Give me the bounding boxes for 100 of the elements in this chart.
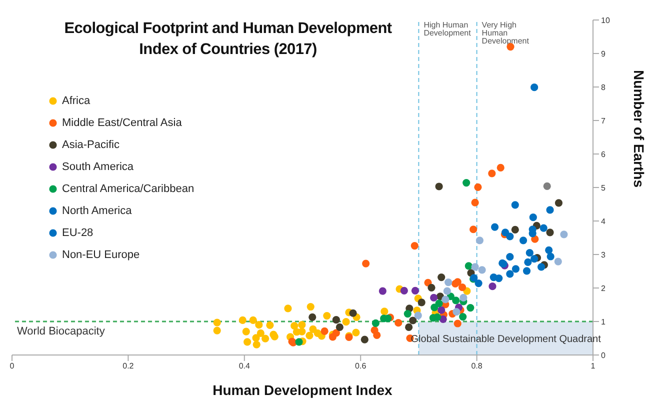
- point: [342, 318, 350, 326]
- point: [418, 298, 426, 306]
- legend-label: Middle East/Central Asia: [62, 117, 182, 129]
- x-tick-label: 0.6: [355, 362, 367, 371]
- point: [320, 327, 328, 336]
- point: [545, 246, 553, 254]
- y-tick-label: 4: [601, 216, 606, 226]
- point: [464, 262, 472, 270]
- point: [526, 249, 534, 257]
- point: [332, 316, 340, 324]
- point: [530, 84, 538, 92]
- point: [529, 214, 537, 222]
- point: [438, 306, 446, 314]
- point: [452, 308, 460, 316]
- y-tick-label: 1: [601, 317, 606, 326]
- point: [249, 316, 257, 324]
- point: [409, 316, 417, 324]
- point: [496, 164, 504, 172]
- y-tick-label: 5: [601, 183, 606, 192]
- point: [443, 287, 451, 295]
- point: [546, 252, 554, 260]
- point: [435, 300, 443, 308]
- y-tick-label: 7: [601, 116, 606, 126]
- point: [349, 309, 357, 317]
- point: [531, 235, 539, 243]
- point: [546, 206, 554, 214]
- point: [332, 329, 340, 337]
- point: [428, 284, 436, 292]
- point: [405, 323, 413, 331]
- point: [411, 286, 420, 294]
- point: [478, 266, 486, 274]
- point: [295, 338, 303, 346]
- point: [252, 334, 260, 342]
- point: [512, 265, 520, 273]
- point: [511, 201, 519, 209]
- y-tick-label: 10: [601, 16, 610, 25]
- y-axis-title: Number of Earths: [631, 70, 648, 188]
- point: [476, 236, 484, 244]
- point: [306, 302, 314, 311]
- point: [430, 294, 438, 302]
- point: [546, 228, 554, 236]
- point: [213, 318, 221, 326]
- point: [459, 313, 467, 321]
- point: [430, 304, 438, 312]
- point: [414, 312, 422, 320]
- point: [323, 312, 331, 320]
- x-axis-title: Human Development Index: [212, 382, 393, 398]
- point: [491, 223, 499, 231]
- point: [540, 224, 548, 232]
- legend-label: Asia-Pacific: [62, 139, 120, 151]
- point: [362, 260, 370, 268]
- y-tick-label: 8: [601, 82, 606, 92]
- point: [522, 267, 531, 275]
- point: [460, 294, 468, 302]
- point: [519, 236, 528, 244]
- point: [438, 273, 446, 282]
- point: [506, 232, 514, 240]
- point: [474, 280, 482, 288]
- point: [524, 258, 532, 266]
- point: [308, 313, 316, 321]
- point: [470, 226, 478, 234]
- legend-label: Central America/Caribbean: [62, 183, 194, 195]
- y-tick-label: 0: [601, 350, 606, 360]
- x-tick-label: 0.4: [238, 362, 251, 371]
- point: [506, 253, 514, 261]
- ref-line-label: Very High Human Development: [482, 20, 530, 46]
- point: [471, 198, 479, 206]
- point: [244, 338, 252, 346]
- x-tick-label: 1: [590, 362, 596, 371]
- ref-line-label: World Biocapacity: [17, 325, 106, 338]
- point: [488, 170, 496, 178]
- point: [488, 282, 496, 290]
- x-tick-label: 0.2: [122, 362, 134, 371]
- point: [252, 340, 260, 348]
- point: [336, 323, 344, 331]
- x-tick-label: 0.8: [471, 362, 483, 371]
- legend-label: EU-28: [62, 227, 94, 239]
- point: [238, 316, 246, 324]
- point: [435, 182, 443, 190]
- ref-line-label: High Human Development: [424, 20, 472, 38]
- point: [462, 179, 470, 187]
- point: [242, 328, 250, 336]
- point: [458, 284, 466, 292]
- point: [306, 332, 314, 340]
- legend-label: North America: [62, 205, 132, 217]
- point: [554, 199, 563, 207]
- point: [442, 296, 450, 304]
- text: Ecological Footprint and Human Development Index of Countries (2017): [63, 19, 393, 60]
- point: [213, 326, 221, 334]
- point: [360, 336, 368, 344]
- point: [452, 296, 460, 304]
- point: [394, 319, 402, 327]
- point: [373, 331, 381, 340]
- point: [400, 286, 408, 294]
- point: [255, 321, 263, 329]
- point: [530, 255, 538, 263]
- point: [506, 270, 514, 278]
- legend-label: South America: [62, 161, 134, 173]
- point: [410, 242, 418, 250]
- y-tick-label: 2: [601, 284, 606, 293]
